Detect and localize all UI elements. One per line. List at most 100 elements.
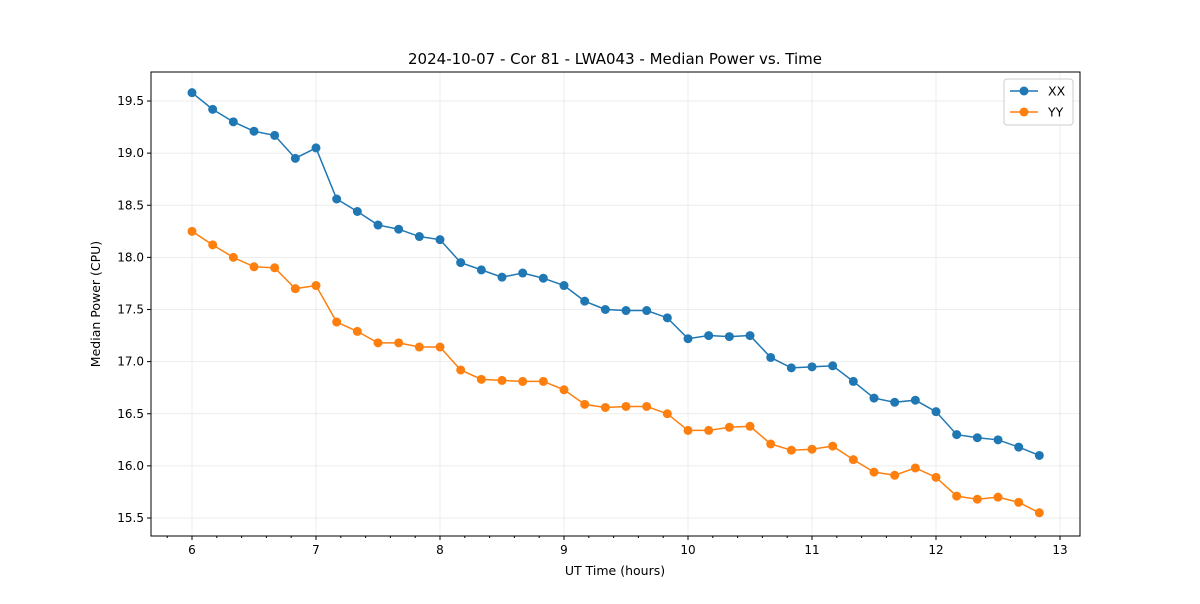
data-point xyxy=(662,409,672,419)
legend-marker xyxy=(1019,86,1029,96)
data-point xyxy=(580,399,590,409)
data-point xyxy=(786,445,796,455)
data-point xyxy=(311,281,321,291)
data-point xyxy=(559,281,569,291)
legend: XX YY xyxy=(1003,78,1074,126)
data-point xyxy=(621,306,631,316)
plot-frame xyxy=(150,71,1081,537)
data-point xyxy=(766,439,776,449)
x-tick-label: 12 xyxy=(928,543,943,557)
data-point xyxy=(270,263,280,273)
data-point xyxy=(311,143,321,153)
data-point xyxy=(497,375,507,385)
chart-title: 2024-10-07 - Cor 81 - LWA043 - Median Po… xyxy=(408,50,822,68)
data-point xyxy=(745,331,755,341)
y-tick-label: 18.0 xyxy=(117,250,144,264)
data-point xyxy=(683,334,693,344)
y-tick-label: 19.5 xyxy=(117,94,144,108)
x-tick-label: 8 xyxy=(436,543,444,557)
y-tick-label: 19.0 xyxy=(117,146,144,160)
data-point xyxy=(414,232,424,242)
data-point xyxy=(662,313,672,323)
data-point xyxy=(518,376,528,386)
x-tick-label: 13 xyxy=(1052,543,1067,557)
x-tick-label: 7 xyxy=(312,543,320,557)
data-point xyxy=(952,491,962,501)
data-point xyxy=(270,130,280,140)
data-point xyxy=(208,104,218,114)
data-point xyxy=(476,265,486,275)
data-point xyxy=(228,252,238,262)
data-point xyxy=(290,284,300,294)
x-tick-label: 11 xyxy=(804,543,819,557)
data-point xyxy=(332,317,342,327)
data-point xyxy=(890,397,900,407)
data-point xyxy=(456,258,466,268)
x-axis-label: UT Time (hours) xyxy=(565,563,665,578)
y-axis-label: Median Power (CPU) xyxy=(88,241,103,367)
data-point xyxy=(456,365,466,375)
data-point xyxy=(683,425,693,435)
data-point xyxy=(972,433,982,443)
data-point xyxy=(518,268,528,278)
data-point xyxy=(704,331,714,341)
data-point xyxy=(993,435,1003,445)
data-point xyxy=(373,220,383,230)
data-point xyxy=(1034,508,1044,518)
data-point xyxy=(559,385,569,395)
data-point xyxy=(952,430,962,440)
data-point xyxy=(249,126,259,136)
legend-marker xyxy=(1019,107,1029,117)
y-tick-label: 18.5 xyxy=(117,198,144,212)
data-point xyxy=(1034,450,1044,460)
data-point xyxy=(910,463,920,473)
y-tick-label: 15.5 xyxy=(117,511,144,525)
data-point xyxy=(993,492,1003,502)
data-point xyxy=(414,342,424,352)
data-point xyxy=(332,194,342,204)
series-xx xyxy=(187,88,1044,460)
data-point xyxy=(187,88,197,98)
data-point xyxy=(890,470,900,480)
legend-label: YY xyxy=(1047,105,1064,120)
data-point xyxy=(538,376,548,386)
series-layer xyxy=(187,88,1044,518)
data-point xyxy=(208,240,218,250)
data-point xyxy=(972,494,982,504)
data-point xyxy=(786,363,796,373)
data-point xyxy=(352,326,362,336)
data-point xyxy=(807,362,817,372)
grid xyxy=(151,72,1080,536)
data-point xyxy=(580,296,590,306)
x-tick-label: 6 xyxy=(188,543,196,557)
y-tick-label: 16.5 xyxy=(117,407,144,421)
data-point xyxy=(1014,442,1024,452)
series-yy xyxy=(187,226,1044,518)
data-point xyxy=(290,153,300,163)
data-point xyxy=(228,117,238,127)
data-point xyxy=(848,376,858,386)
data-point xyxy=(931,407,941,417)
data-point xyxy=(724,422,734,432)
data-point xyxy=(600,402,610,412)
x-tick-label: 10 xyxy=(680,543,695,557)
y-tick-label: 17.0 xyxy=(117,355,144,369)
y-tick-label: 17.5 xyxy=(117,303,144,317)
data-point xyxy=(828,361,838,371)
data-point xyxy=(476,374,486,384)
data-point xyxy=(497,272,507,282)
data-point xyxy=(704,425,714,435)
data-point xyxy=(848,455,858,465)
data-point xyxy=(642,401,652,411)
data-point xyxy=(394,224,404,234)
data-point xyxy=(642,306,652,316)
data-point xyxy=(621,401,631,411)
data-point xyxy=(807,444,817,454)
data-point xyxy=(1014,497,1024,507)
legend-label: XX xyxy=(1048,84,1066,99)
data-point xyxy=(745,421,755,431)
data-point xyxy=(600,305,610,314)
data-point xyxy=(373,338,383,348)
y-tick-label: 16.0 xyxy=(117,459,144,473)
